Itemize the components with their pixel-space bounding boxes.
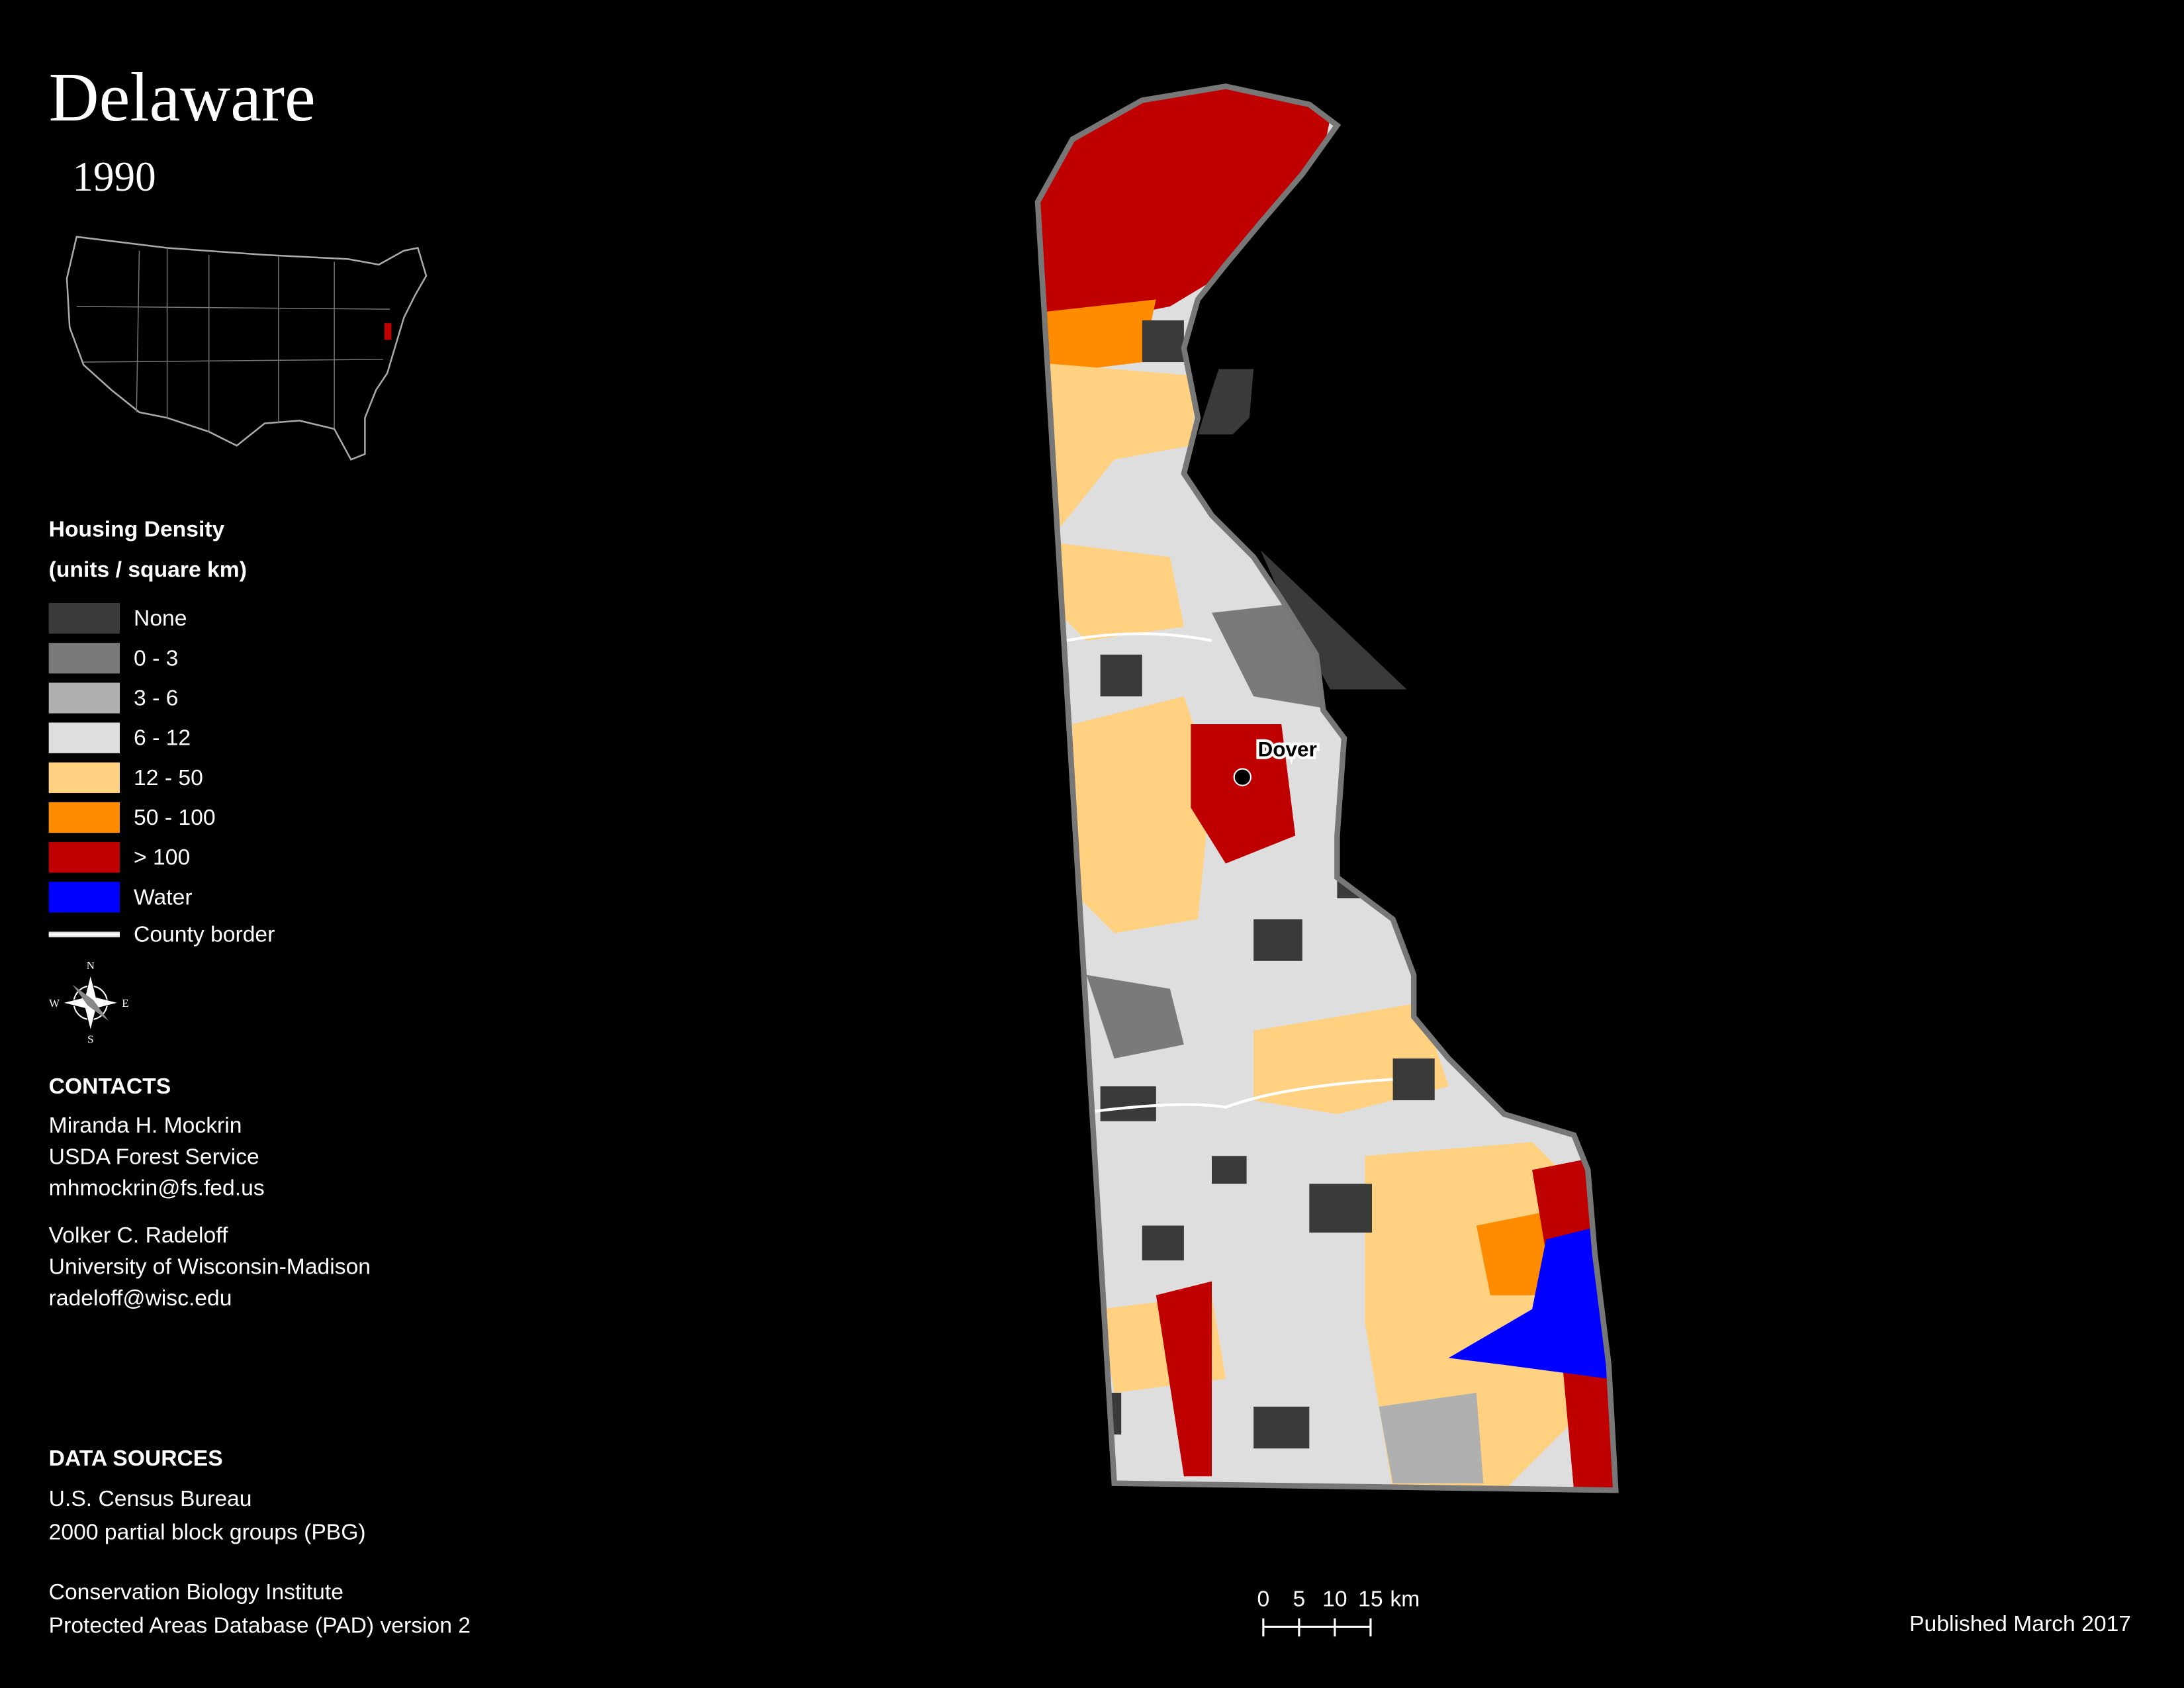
published: Published March 2017 — [1909, 1612, 2131, 1636]
contact-line: Miranda H. Mockrin — [49, 1113, 242, 1138]
contact-line: University of Wisconsin-Madison — [49, 1255, 371, 1280]
legend-label: 6 - 12 — [134, 726, 191, 751]
scale-bar: 0 5 10 15 — [1257, 1587, 1383, 1637]
legend-swatch — [48, 603, 120, 634]
compass: N S E W — [49, 959, 128, 1046]
legend-label: None — [134, 606, 187, 631]
legend-label: County border — [134, 923, 275, 947]
legend-label: 12 - 50 — [134, 766, 203, 790]
scale-label: 5 — [1293, 1587, 1306, 1611]
legend-subtitle: (units / square km) — [49, 558, 247, 583]
us-inset — [66, 236, 428, 461]
city-label: Dover — [1257, 737, 1316, 761]
sources-title: DATA SOURCES — [49, 1446, 223, 1471]
compass-n: N — [87, 959, 95, 972]
legend-label: 0 - 3 — [134, 646, 178, 671]
legend-label: 3 - 6 — [134, 686, 178, 711]
contacts-title: CONTACTS — [49, 1074, 171, 1099]
legend-title: Housing Density — [49, 518, 225, 542]
source-line: Protected Areas Database (PAD) version 2 — [49, 1613, 471, 1638]
legend-swatch — [48, 802, 120, 833]
compass-e: E — [122, 997, 128, 1009]
title: Delaware — [49, 58, 316, 136]
compass-w: W — [49, 997, 60, 1009]
source-line: 2000 partial block groups (PBG) — [49, 1520, 366, 1544]
contact-line: mhmockrin@fs.fed.us — [49, 1176, 265, 1201]
sources: U.S. Census Bureau 2000 partial block gro… — [49, 1487, 471, 1638]
scale-label: 10 — [1322, 1587, 1347, 1611]
source-line: U.S. Census Bureau — [49, 1487, 252, 1511]
legend-label: 50 - 100 — [134, 806, 216, 830]
legend-swatch — [48, 762, 120, 793]
contact-line: USDA Forest Service — [49, 1145, 259, 1169]
scale-label: 0 — [1257, 1587, 1270, 1611]
contacts: Miranda H. Mockrin USDA Forest Service mhm… — [49, 1113, 371, 1311]
legend-swatch — [48, 682, 120, 714]
legend-swatch — [48, 643, 120, 674]
legend: None 0 - 3 3 - 6 6 - 12 12 - 50 50 - 100 > 100… — [48, 603, 216, 913]
scale-unit: km — [1390, 1587, 1420, 1611]
compass-s: S — [87, 1033, 93, 1046]
contact-line: Volker C. Radeloff — [49, 1223, 228, 1248]
scale-label: 15 — [1358, 1587, 1383, 1611]
legend-label: > 100 — [134, 845, 190, 870]
legend-label: Water — [134, 885, 193, 910]
contact-line: radeloff@wisc.edu — [49, 1286, 232, 1311]
year: 1990 — [72, 154, 156, 200]
legend-swatch — [48, 882, 120, 913]
source-line: Conservation Biology Institute — [49, 1580, 343, 1605]
legend-swatch — [48, 842, 120, 873]
legend-swatch — [48, 722, 120, 753]
